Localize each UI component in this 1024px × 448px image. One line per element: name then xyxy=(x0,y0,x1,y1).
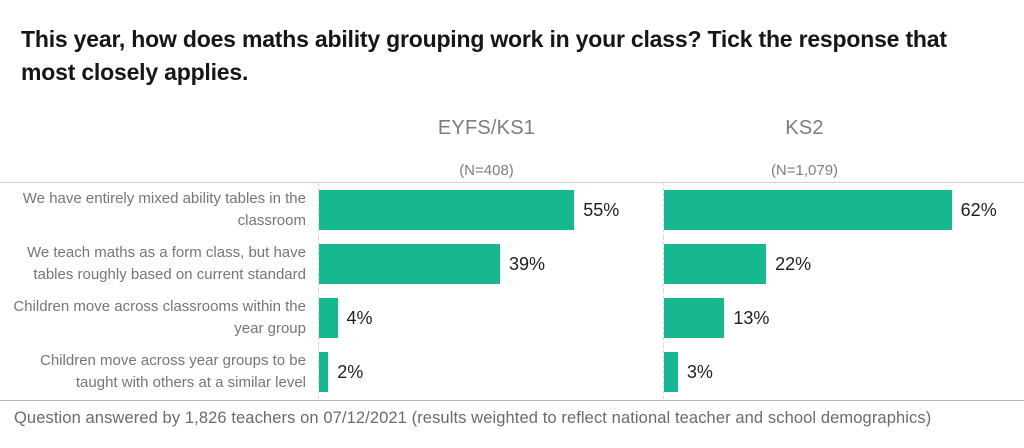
table-row: We teach maths as a form class, but have… xyxy=(0,237,1024,291)
panel-header-eyfs-ks1: EYFS/KS1 (N=408) xyxy=(318,117,655,179)
bar-cell-ks2: 62% xyxy=(663,183,1023,237)
bar-cell-ks2: 3% xyxy=(663,345,1023,399)
bar-cell-ks2: 22% xyxy=(663,237,1023,291)
bar-cell-ks2: 13% xyxy=(663,291,1023,345)
footer-note: Question answered by 1,826 teachers on 0… xyxy=(14,409,932,427)
row-label: Children move across classrooms within t… xyxy=(13,298,306,337)
bar-eyfs-ks1 xyxy=(319,352,329,392)
table-row: We have entirely mixed ability tables in… xyxy=(0,183,1024,237)
row-label: We have entirely mixed ability tables in… xyxy=(22,190,306,229)
bar-ks2 xyxy=(664,352,678,392)
bottom-divider xyxy=(0,400,1024,401)
bar-value-label: 4% xyxy=(346,307,373,328)
bar-value-label: 3% xyxy=(686,361,713,382)
bar-value-label: 55% xyxy=(583,199,620,220)
bar-ks2 xyxy=(664,244,767,284)
bar-cell-eyfs-ks1: 55% xyxy=(318,183,651,237)
row-label: Children move across year groups to be t… xyxy=(40,352,306,391)
bar-cell-eyfs-ks1: 2% xyxy=(318,345,651,399)
panel-header-ks2: KS2 (N=1,079) xyxy=(663,117,946,179)
bar-value-label: 2% xyxy=(337,361,364,382)
bar-value-label: 39% xyxy=(508,253,545,274)
panel-sample-size-eyfs-ks1: (N=408) xyxy=(459,162,514,179)
bar-ks2 xyxy=(664,190,952,230)
table-row: Children move across classrooms within t… xyxy=(0,291,1024,345)
bar-value-label: 62% xyxy=(960,199,997,220)
panel-title-eyfs-ks1: EYFS/KS1 xyxy=(437,117,536,139)
bar-ks2 xyxy=(664,298,725,338)
bar-cell-eyfs-ks1: 39% xyxy=(318,237,651,291)
bar-cell-eyfs-ks1: 4% xyxy=(318,291,651,345)
bar-value-label: 22% xyxy=(775,253,812,274)
bar-eyfs-ks1 xyxy=(319,298,338,338)
bar-eyfs-ks1 xyxy=(319,244,500,284)
top-divider xyxy=(0,182,1024,183)
bar-eyfs-ks1 xyxy=(319,190,575,230)
row-label: We teach maths as a form class, but have… xyxy=(26,244,306,283)
page-title: This year, how does maths ability groupi… xyxy=(21,26,947,85)
panel-sample-size-ks2: (N=1,079) xyxy=(770,162,839,179)
panel-title-ks2: KS2 xyxy=(785,117,824,139)
table-row: Children move across year groups to be t… xyxy=(0,345,1024,399)
bar-value-label: 13% xyxy=(733,307,770,328)
chart-rows: We have entirely mixed ability tables in… xyxy=(0,183,1024,399)
